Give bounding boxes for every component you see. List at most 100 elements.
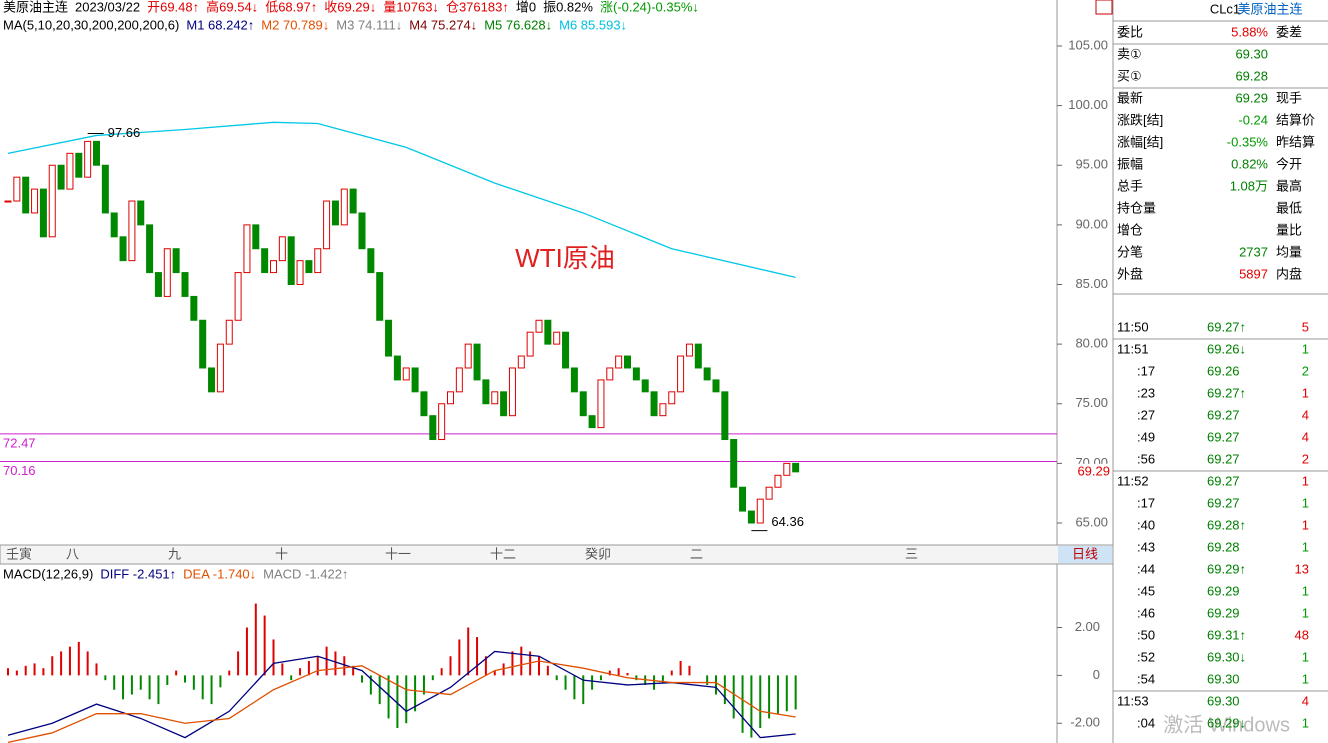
quote-value: 2737 <box>1239 244 1268 259</box>
candle <box>553 331 561 345</box>
period[interactable]: 日线 <box>1072 546 1098 561</box>
candle <box>562 331 570 369</box>
macd-bar <box>369 675 372 695</box>
y-tick-label: 105.00 <box>1068 37 1108 52</box>
date-label: 壬寅 <box>6 546 32 561</box>
candle <box>22 176 30 214</box>
quote-label2: 内盘 <box>1276 266 1302 281</box>
restore-icon[interactable] <box>1095 0 1113 15</box>
quote-label: 分笔 <box>1117 244 1143 259</box>
macd-bar <box>741 675 744 733</box>
quote-value: -0.24 <box>1238 112 1268 127</box>
quote-label: 总手 <box>1117 178 1143 193</box>
macd-bar <box>166 675 169 685</box>
macd-bar <box>679 661 682 676</box>
candle <box>677 355 685 393</box>
macd-bar <box>591 675 594 690</box>
date-label: 二 <box>690 546 703 561</box>
tick-volume: 1 <box>1302 649 1309 664</box>
macd-bar <box>502 663 505 676</box>
low-note: 64.36 <box>771 514 804 529</box>
candle <box>101 164 109 214</box>
candle <box>588 415 596 429</box>
ma-line <box>7 121 796 278</box>
macd-bar <box>237 651 240 676</box>
header-item: M2 70.789↓ <box>261 17 329 32</box>
candle <box>482 379 490 405</box>
header-item: M3 74.111↓ <box>336 17 402 32</box>
tick-volume: 4 <box>1302 693 1309 708</box>
quote-label2: 昨结算 <box>1276 134 1315 149</box>
candle <box>208 367 216 393</box>
quote-label: 外盘 <box>1117 266 1143 281</box>
header-item: MACD -1.422↑ <box>263 566 348 581</box>
y-tick-label: 80.00 <box>1075 336 1108 351</box>
candle <box>349 188 357 214</box>
quote-value: 5.88% <box>1231 24 1268 39</box>
candle <box>323 200 331 250</box>
candle <box>429 415 437 441</box>
macd-bar <box>210 675 213 705</box>
candle <box>455 367 463 393</box>
candle <box>234 272 242 321</box>
macd-bar <box>723 675 726 705</box>
tick-price: 69.29 <box>1207 605 1240 620</box>
macd-bar <box>511 651 514 676</box>
macd-bar <box>378 675 381 705</box>
tick-time: 11:52 <box>1117 473 1149 488</box>
candle <box>287 236 295 286</box>
macd-bar <box>493 670 496 676</box>
candle <box>615 355 623 369</box>
tick-volume: 1 <box>1302 385 1309 400</box>
candle <box>66 152 74 190</box>
tick-time: :49 <box>1137 429 1155 444</box>
macd-bar <box>228 670 231 676</box>
candle <box>491 391 499 405</box>
candle <box>278 236 286 262</box>
macd-tick-label: -2.00 <box>1070 715 1100 730</box>
tick-time: :17 <box>1137 495 1155 510</box>
macd-plot <box>7 603 797 743</box>
tick-time: :52 <box>1137 649 1155 664</box>
macd-bar <box>422 675 425 695</box>
quote-label2: 委差 <box>1276 24 1302 39</box>
macd-bar <box>564 675 567 690</box>
macd-line <box>7 660 796 743</box>
header-item: 高69.54↓ <box>206 0 258 14</box>
candle <box>181 272 189 297</box>
candle <box>659 403 667 417</box>
date-label: 癸卯 <box>585 546 611 561</box>
candle <box>438 403 446 441</box>
macd-bar <box>440 668 443 676</box>
macd-bar <box>555 675 558 681</box>
candle <box>39 188 47 238</box>
macd-bar <box>573 675 576 700</box>
header-item: DEA -1.740↓ <box>183 566 256 581</box>
macd-bar <box>201 675 204 700</box>
candle <box>508 367 516 417</box>
macd-bar <box>51 656 54 676</box>
candle <box>624 355 631 369</box>
candle <box>225 319 233 345</box>
quote-code: CLc1 <box>1210 1 1240 16</box>
macd-bar <box>42 668 45 676</box>
price-plot <box>4 121 800 524</box>
candle <box>376 272 384 321</box>
level-label: 72.47 <box>3 435 36 450</box>
macd-bar <box>768 675 771 719</box>
candle <box>137 200 145 226</box>
macd-bar <box>617 668 620 676</box>
tick-time: :50 <box>1137 627 1155 642</box>
header-item: 振0.82% <box>543 0 593 14</box>
candle <box>756 498 764 524</box>
macd-bar <box>706 675 709 685</box>
quote-value: 0.82% <box>1231 156 1268 171</box>
tick-price: 69.27↑ <box>1207 385 1246 400</box>
header-item: 涨(-0.24)-0.35%↓ <box>600 0 699 14</box>
header-item: 增0 <box>516 0 536 14</box>
period-button[interactable] <box>1058 546 1112 563</box>
header-item: M6 85.593↓ <box>559 17 627 32</box>
header-item: M1 68.242↑ <box>186 17 254 32</box>
tick-volume: 1 <box>1302 583 1309 598</box>
macd-bar <box>139 675 142 690</box>
